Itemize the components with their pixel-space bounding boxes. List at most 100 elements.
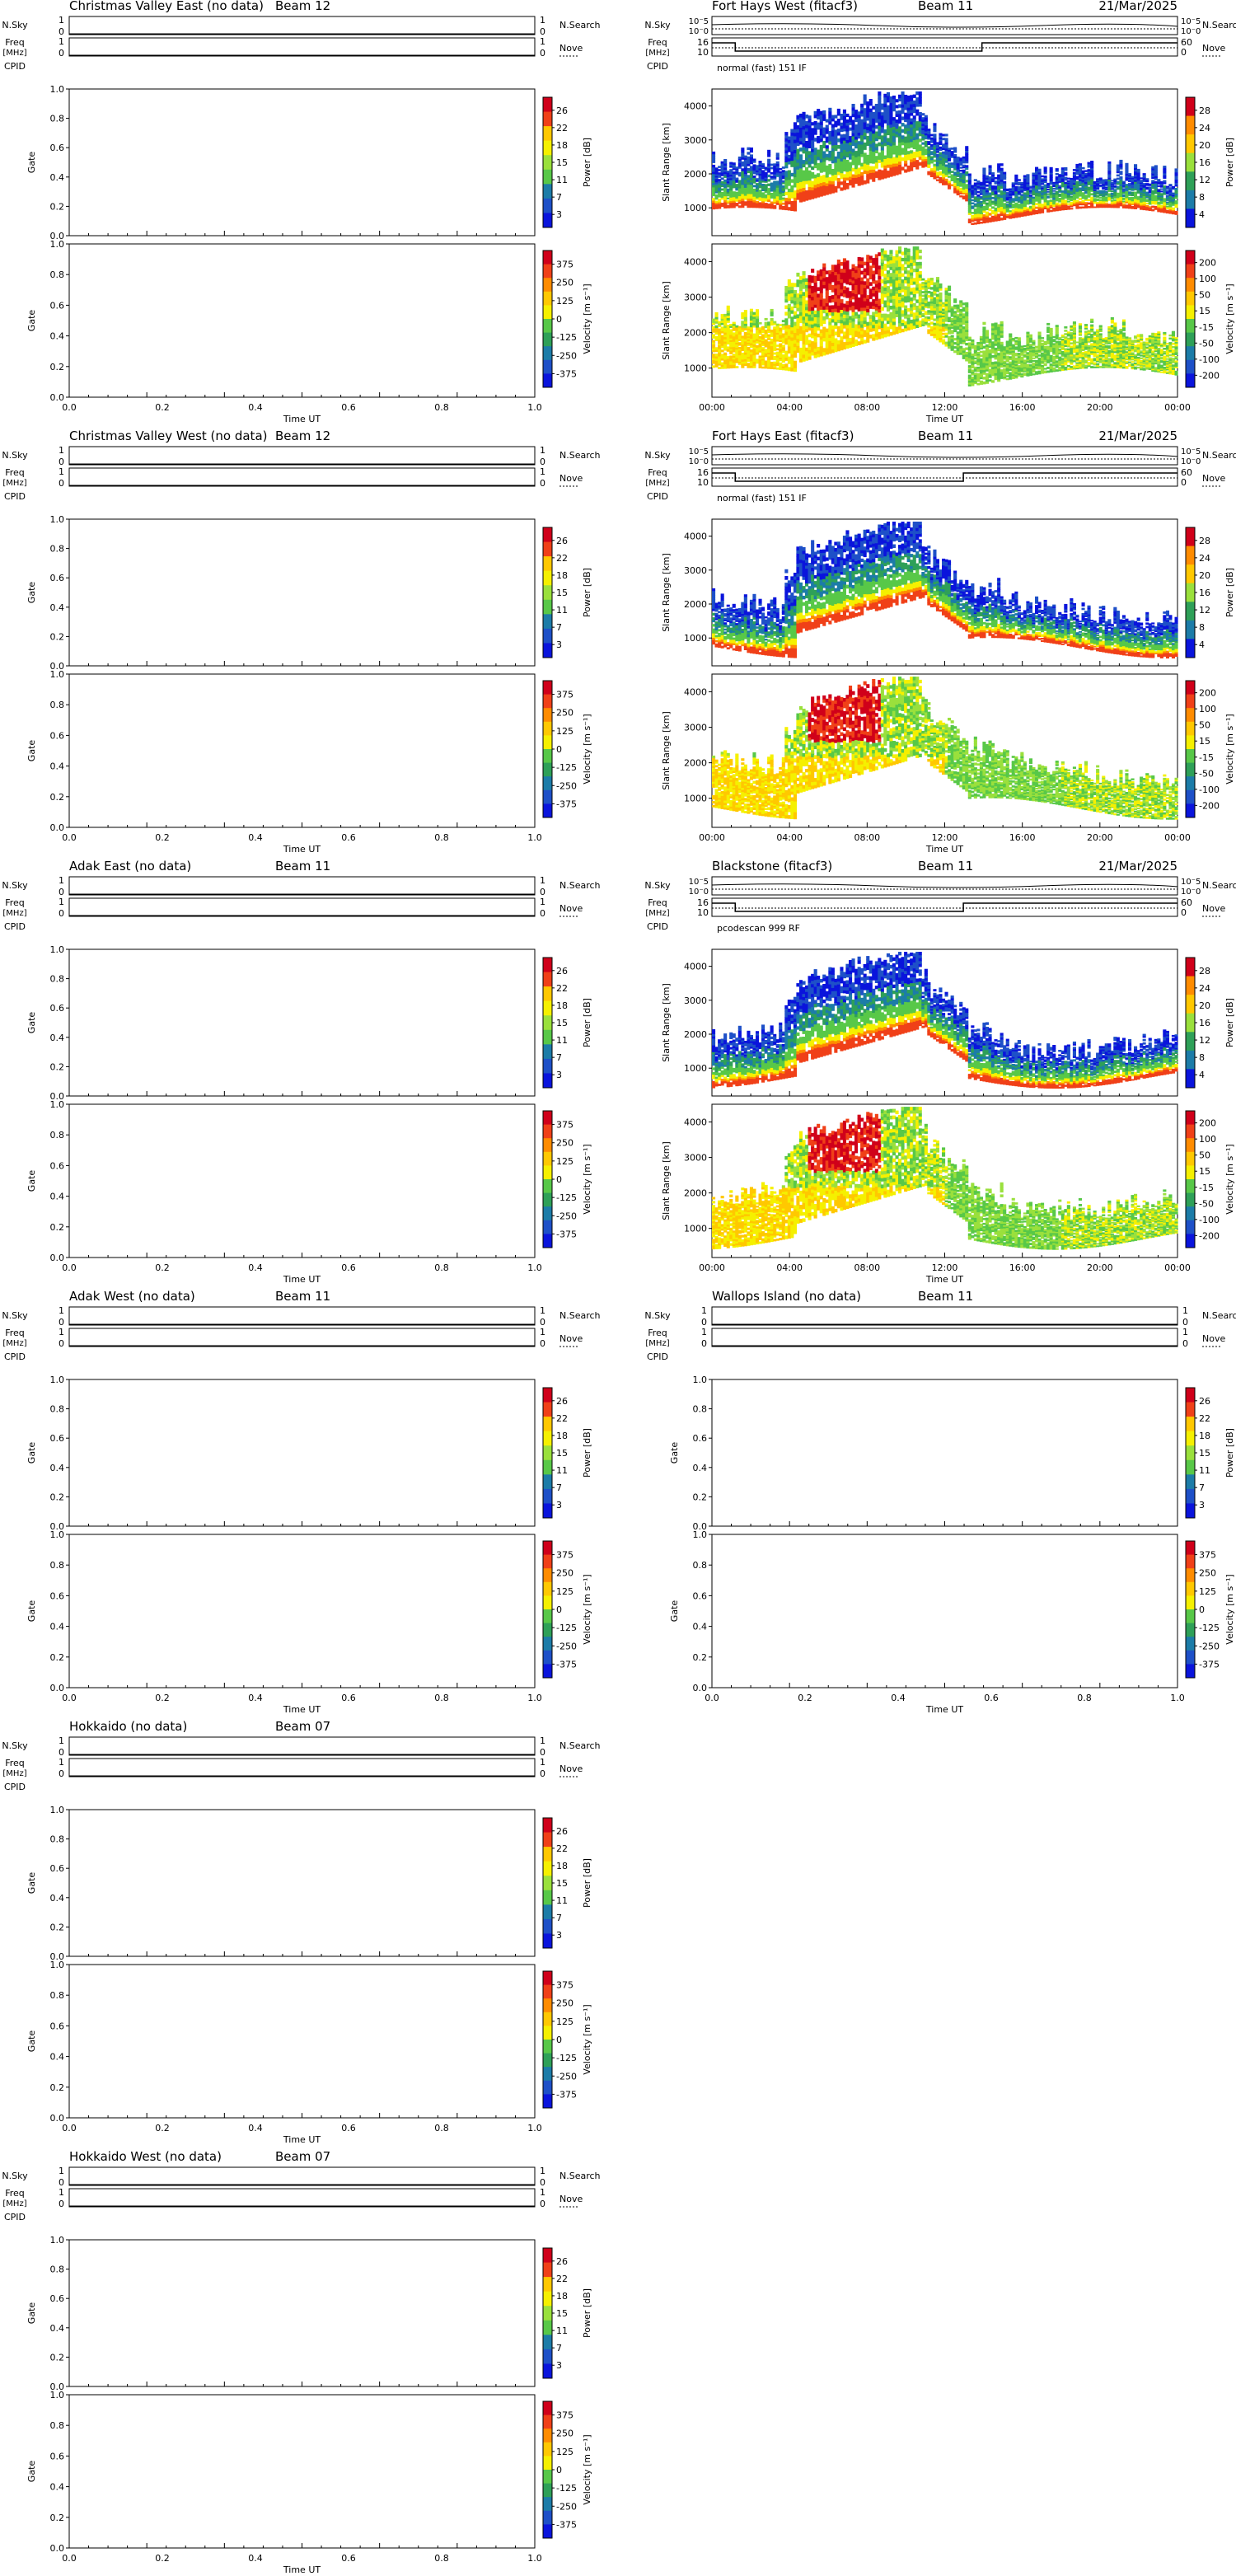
data-cell — [854, 315, 858, 318]
data-cell — [843, 119, 846, 122]
data-cell — [930, 134, 934, 137]
data-cell — [788, 325, 791, 329]
data-cell — [910, 153, 913, 157]
data-cell — [898, 155, 901, 158]
colorbar-cell — [1186, 171, 1195, 190]
radar-panel-fhw: Fort Hays West (fitacf3) Beam 11 21/Mar/20… — [644, 0, 1236, 424]
data-cell — [837, 319, 840, 323]
data-cell — [864, 163, 867, 167]
data-cell — [805, 144, 808, 148]
data-cell — [896, 125, 899, 129]
data-cell — [898, 129, 901, 133]
data-cell — [849, 297, 852, 301]
data-cell — [799, 181, 803, 185]
data-cell — [803, 282, 806, 286]
data-cell — [782, 206, 785, 208]
data-cell — [852, 325, 855, 328]
data-cell — [854, 110, 858, 113]
data-cell — [1122, 181, 1126, 183]
data-cell — [883, 129, 887, 133]
data-cell — [991, 201, 995, 204]
data-cell — [811, 155, 814, 158]
data-cell — [852, 293, 855, 296]
data-cell — [808, 298, 812, 302]
data-cell — [858, 274, 861, 278]
data-cell — [729, 330, 733, 332]
data-cell — [845, 148, 849, 152]
data-cell — [814, 188, 817, 192]
data-cell — [913, 110, 916, 113]
data-cell — [907, 133, 911, 137]
data-cell — [1058, 185, 1061, 187]
data-cell — [860, 337, 864, 341]
y-axis-label: Gate — [26, 152, 37, 174]
data-cell — [808, 340, 812, 344]
data-cell — [878, 119, 881, 123]
data-cell — [790, 286, 794, 290]
data-cell — [901, 166, 905, 170]
data-cell — [803, 133, 806, 137]
data-cell — [811, 193, 814, 196]
data-cell — [939, 171, 942, 174]
data-cell — [822, 182, 826, 186]
data-cell — [840, 309, 843, 313]
x-tick-label: 0.8 — [434, 402, 449, 413]
data-cell — [896, 131, 899, 134]
data-cell — [887, 119, 890, 123]
data-cell — [1075, 164, 1079, 166]
data-cell — [1064, 172, 1067, 175]
data-cell — [962, 165, 966, 167]
data-cell — [852, 168, 855, 172]
data-cell — [790, 157, 794, 161]
data-cell — [845, 140, 849, 143]
data-cell — [1163, 166, 1166, 168]
data-cell — [822, 141, 826, 145]
data-cell — [1026, 174, 1029, 176]
data-cell — [892, 120, 896, 124]
data-cell — [805, 335, 808, 339]
data-cell — [901, 95, 905, 98]
data-cell — [907, 119, 911, 122]
data-cell — [907, 96, 911, 99]
data-cell — [784, 338, 788, 342]
data-cell — [1119, 176, 1122, 179]
data-cell — [715, 194, 719, 197]
data-cell — [866, 308, 869, 312]
data-cell — [799, 337, 803, 341]
data-cell — [896, 169, 899, 172]
data-cell — [875, 110, 878, 113]
velocity-plot-frame — [69, 244, 535, 397]
freq-tick: 0 — [59, 48, 64, 59]
data-cell — [820, 269, 823, 274]
data-cell — [1157, 189, 1160, 190]
data-cell — [936, 142, 939, 143]
data-cell — [1082, 200, 1085, 203]
data-cell — [1172, 186, 1175, 188]
data-cell — [901, 101, 905, 104]
data-cell — [872, 169, 875, 172]
data-cell — [831, 346, 835, 350]
colorbar-cell — [543, 360, 552, 374]
data-cell — [808, 279, 812, 283]
data-cell — [727, 316, 730, 319]
data-cell — [712, 340, 715, 343]
data-cell — [860, 311, 864, 315]
power-colorbar: 262218151173Power [dB] — [543, 97, 592, 228]
data-cell — [907, 157, 911, 160]
data-cell — [840, 286, 843, 290]
data-cell — [959, 157, 962, 159]
data-cell — [799, 276, 803, 280]
data-cell — [904, 128, 907, 131]
data-cell — [808, 193, 812, 197]
data-cell — [852, 148, 855, 152]
data-cell — [887, 92, 890, 96]
data-cell — [860, 284, 864, 288]
data-cell — [1082, 192, 1085, 194]
data-cell — [883, 139, 887, 143]
data-cell — [794, 293, 797, 297]
data-cell — [843, 137, 846, 140]
data-cell — [796, 115, 799, 119]
data-cell — [828, 171, 831, 175]
data-cell — [869, 102, 873, 105]
data-cell — [898, 120, 901, 124]
